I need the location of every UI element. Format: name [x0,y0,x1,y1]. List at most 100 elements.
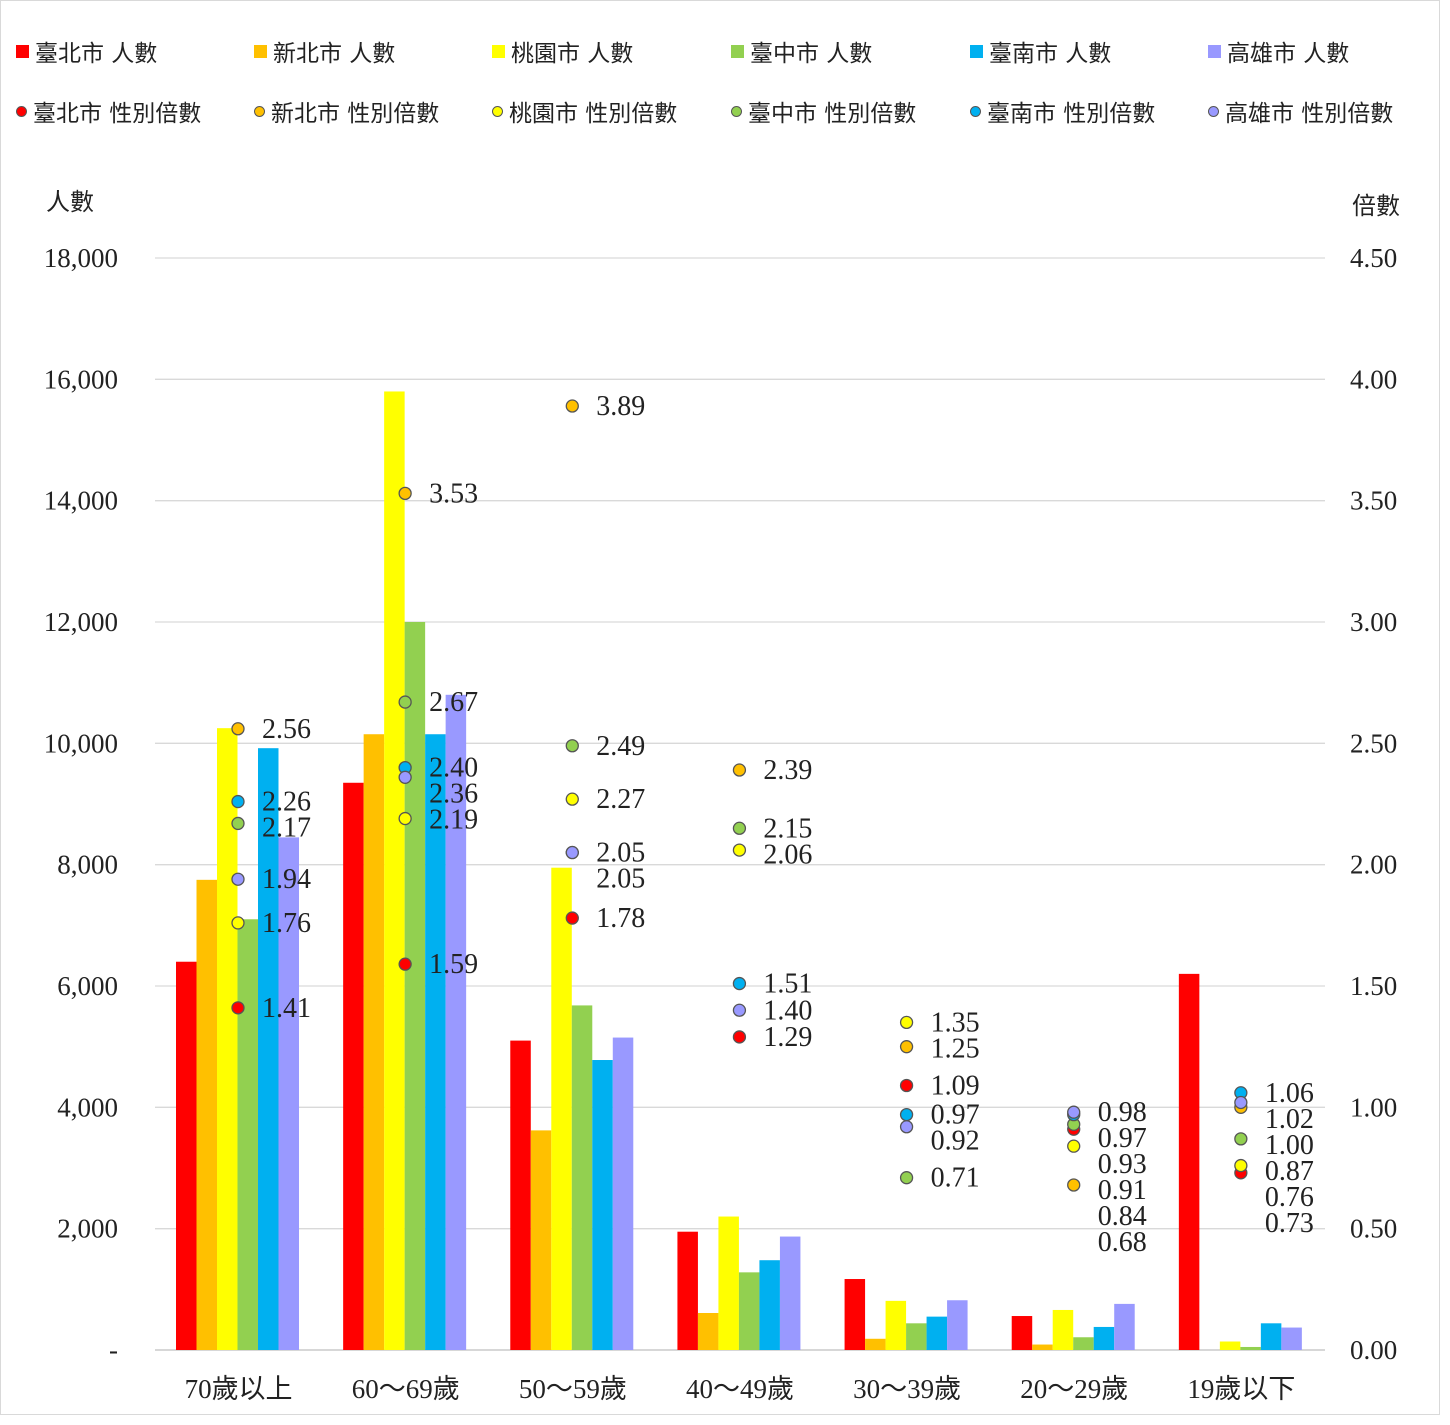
bar [1032,1344,1053,1350]
data-label: 1.00 [1265,1130,1314,1161]
data-label: 2.56 [262,714,311,745]
data-label: 1.59 [429,949,478,980]
bar [885,1300,907,1350]
marker-point [1067,1105,1081,1119]
category-label: 20～29歲 [1020,1374,1128,1404]
data-label: 2.67 [429,687,478,718]
bar [612,1037,634,1350]
bar [592,1060,613,1350]
category-label: 30～39歲 [853,1374,961,1404]
right-tick-label: 2.00 [1350,850,1397,880]
bar [738,1272,760,1350]
data-label: 1.76 [262,908,311,939]
marker-point [732,976,747,991]
data-label: 1.51 [763,969,812,1000]
right-axis-title: 倍數 [1352,192,1400,220]
marker-point [231,1001,245,1015]
legend-bar-item-1: 新北市 人數 [254,34,395,68]
data-label: 0.97 [1098,1123,1147,1154]
data-label: 1.40 [763,995,812,1026]
legend-label: 高雄市 人數 [1227,41,1350,67]
marker-point [899,1171,914,1185]
data-label: 2.39 [763,755,812,786]
marker-point [398,486,412,501]
bar [530,1130,552,1350]
data-label: 3.53 [429,478,478,509]
legend-swatch-icon [254,44,267,58]
bar [404,622,426,1350]
right-tick-label: 4.00 [1350,364,1397,394]
marker-point [899,1107,914,1122]
data-label: 0.73 [1265,1208,1314,1239]
data-label: 3.89 [596,391,645,422]
bar [1052,1309,1074,1350]
legend-bar-item-2: 桃園市 人數 [492,34,633,68]
data-label: 1.09 [931,1070,980,1101]
legend-bar-item-0: 臺北市 人數 [16,34,157,68]
legend-label: 新北市 人數 [273,41,396,67]
marker-point [231,794,245,809]
bar [1178,973,1200,1350]
marker-point [231,816,245,831]
data-label: 2.15 [763,813,812,844]
bar [278,837,299,1350]
category-label: 19歲以下 [1187,1374,1295,1404]
marker-point [899,1120,914,1134]
bar [384,391,405,1350]
bar [926,1316,948,1350]
data-label: 1.94 [262,864,311,895]
legend-swatch-icon [731,44,744,58]
right-tick-label: 0.00 [1350,1335,1397,1365]
data-label: 1.35 [931,1007,980,1038]
left-tick-label: 2,000 [57,1214,118,1244]
bar [1260,1323,1282,1350]
marker-point [398,695,412,709]
bar [1281,1327,1302,1350]
data-label: 0.97 [931,1100,980,1131]
right-tick-label: 3.00 [1350,607,1397,637]
right-tick-label: 1.50 [1350,971,1397,1001]
legend-marker-icon [254,105,265,117]
left-tick-label: 14,000 [44,486,118,516]
marker-point [398,957,412,971]
bar [1011,1316,1033,1350]
right-tick-label: 0.50 [1350,1214,1397,1244]
data-label: 2.49 [596,731,645,762]
marker-point [398,770,412,784]
legend-marker-icon [1208,105,1219,117]
data-label: 2.05 [596,864,645,895]
category-label: 70歲以上 [185,1374,293,1404]
bar [844,1279,866,1350]
data-label: 0.92 [931,1126,980,1157]
marker-point [1234,1095,1248,1110]
category-label: 50～59歲 [519,1374,627,1404]
bar [425,734,446,1350]
marker-point [899,1015,914,1030]
legend-marker-item-4: 臺南市 性別倍數 [970,94,1155,128]
bar [947,1300,968,1350]
legend-marker-icon [16,105,27,117]
bar [677,1231,698,1350]
data-label: 1.25 [931,1033,980,1064]
marker-point [398,811,412,826]
legend-swatch-icon [970,44,983,58]
data-label: 0.87 [1265,1156,1314,1187]
data-label: 2.06 [763,839,812,870]
bar [865,1338,886,1350]
legend-bar-item-4: 臺南市 人數 [970,34,1111,68]
legend-label: 桃園市 性別倍數 [509,101,678,127]
bar [779,1236,801,1350]
legend-swatch-icon [492,44,505,58]
bar [551,867,572,1350]
bar [343,782,364,1350]
marker-point [1234,1158,1248,1173]
right-tick-label: 4.50 [1350,243,1397,273]
left-tick-label: 6,000 [57,971,118,1001]
marker-point [899,1078,914,1093]
legend-label: 高雄市 性別倍數 [1225,101,1394,127]
bar [906,1323,927,1350]
legend-label: 臺中市 性別倍數 [748,101,917,127]
legend-label: 桃園市 人數 [511,41,634,67]
marker-point [565,845,579,860]
